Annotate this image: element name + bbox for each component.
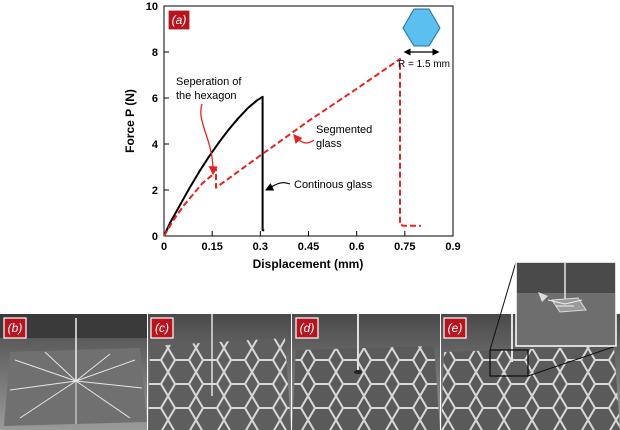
inset-hexagon: R = 1.5 mm xyxy=(398,8,450,70)
x-tick-label: 0.75 xyxy=(394,241,415,253)
x-tick-label: 0.45 xyxy=(298,241,319,253)
y-tick-label: 10 xyxy=(146,1,158,13)
axis-tick-labels: 0 0.15 0.3 0.45 0.6 0.75 0.9 0 2 4 6 8 10 xyxy=(146,1,461,253)
panel-label-b: (b) xyxy=(3,317,27,339)
chart-panel: 0 0.15 0.3 0.45 0.6 0.75 0.9 0 2 4 6 8 10 Displaceme… xyxy=(123,1,461,271)
x-tick-label: 0.9 xyxy=(445,241,460,253)
annotation-continuous-arrow xyxy=(264,182,291,191)
series-group xyxy=(163,57,421,237)
photo-b: (b) xyxy=(0,314,147,430)
zoom-box xyxy=(489,349,529,377)
panel-label-a: (a) xyxy=(167,9,191,31)
photo-d: (d) xyxy=(292,314,440,430)
annotation-separation-line1: Seperation of xyxy=(176,76,242,88)
series-line-1 xyxy=(163,57,421,237)
series-line-0 xyxy=(163,95,265,237)
photo-e: (e) xyxy=(441,261,620,430)
photo-c: (c) xyxy=(148,314,291,430)
panel-label-e: (e) xyxy=(443,317,467,339)
photo-strip: (b) (c) (d) xyxy=(0,261,620,430)
zoom-inset xyxy=(515,261,617,347)
panel-label-c: (c) xyxy=(150,317,174,339)
panel-label-a-text: (a) xyxy=(172,13,187,27)
axis-ticks xyxy=(163,5,454,237)
panel-label-b-text: (b) xyxy=(8,321,23,335)
x-axis-title: Displacement (mm) xyxy=(253,257,364,271)
x-tick-label: 0.15 xyxy=(201,241,222,253)
annotation-separation-arrow xyxy=(200,103,218,176)
y-tick-label: 0 xyxy=(152,231,158,243)
annotation-continuous-text: Continous glass xyxy=(294,179,373,191)
panel-label-d: (d) xyxy=(295,317,319,339)
x-tick-label: 0.6 xyxy=(349,241,364,253)
annotation-separation-line2: the hexagon xyxy=(176,90,237,102)
annotation-segmented-arrow xyxy=(293,134,315,144)
annotation-segmented-line1: Segmented xyxy=(316,124,372,136)
panel-label-e-text: (e) xyxy=(448,321,463,335)
x-tick-label: 0.3 xyxy=(253,241,268,253)
x-tick-label: 0 xyxy=(161,241,167,253)
panel-label-d-text: (d) xyxy=(300,321,315,335)
inset-radius-label: R = 1.5 mm xyxy=(398,59,450,70)
annotation-continuous: Continous glass xyxy=(264,179,373,191)
hexagon-icon xyxy=(402,8,441,47)
annotation-segmented: Segmented glass xyxy=(293,124,375,150)
y-tick-label: 4 xyxy=(152,139,159,151)
annotation-separation: Seperation of the hexagon xyxy=(176,76,245,176)
y-tick-label: 8 xyxy=(152,47,158,59)
annotation-separation-text: Seperation of the hexagon xyxy=(176,76,245,102)
crack-lines xyxy=(9,351,143,424)
annotation-segmented-line2: glass xyxy=(316,138,342,150)
y-axis-title: Force P (N) xyxy=(123,89,137,153)
y-tick-label: 2 xyxy=(152,185,158,197)
annotation-segmented-text: Segmented glass xyxy=(316,124,375,150)
y-tick-label: 6 xyxy=(152,93,158,105)
panel-label-c-text: (c) xyxy=(155,321,169,335)
